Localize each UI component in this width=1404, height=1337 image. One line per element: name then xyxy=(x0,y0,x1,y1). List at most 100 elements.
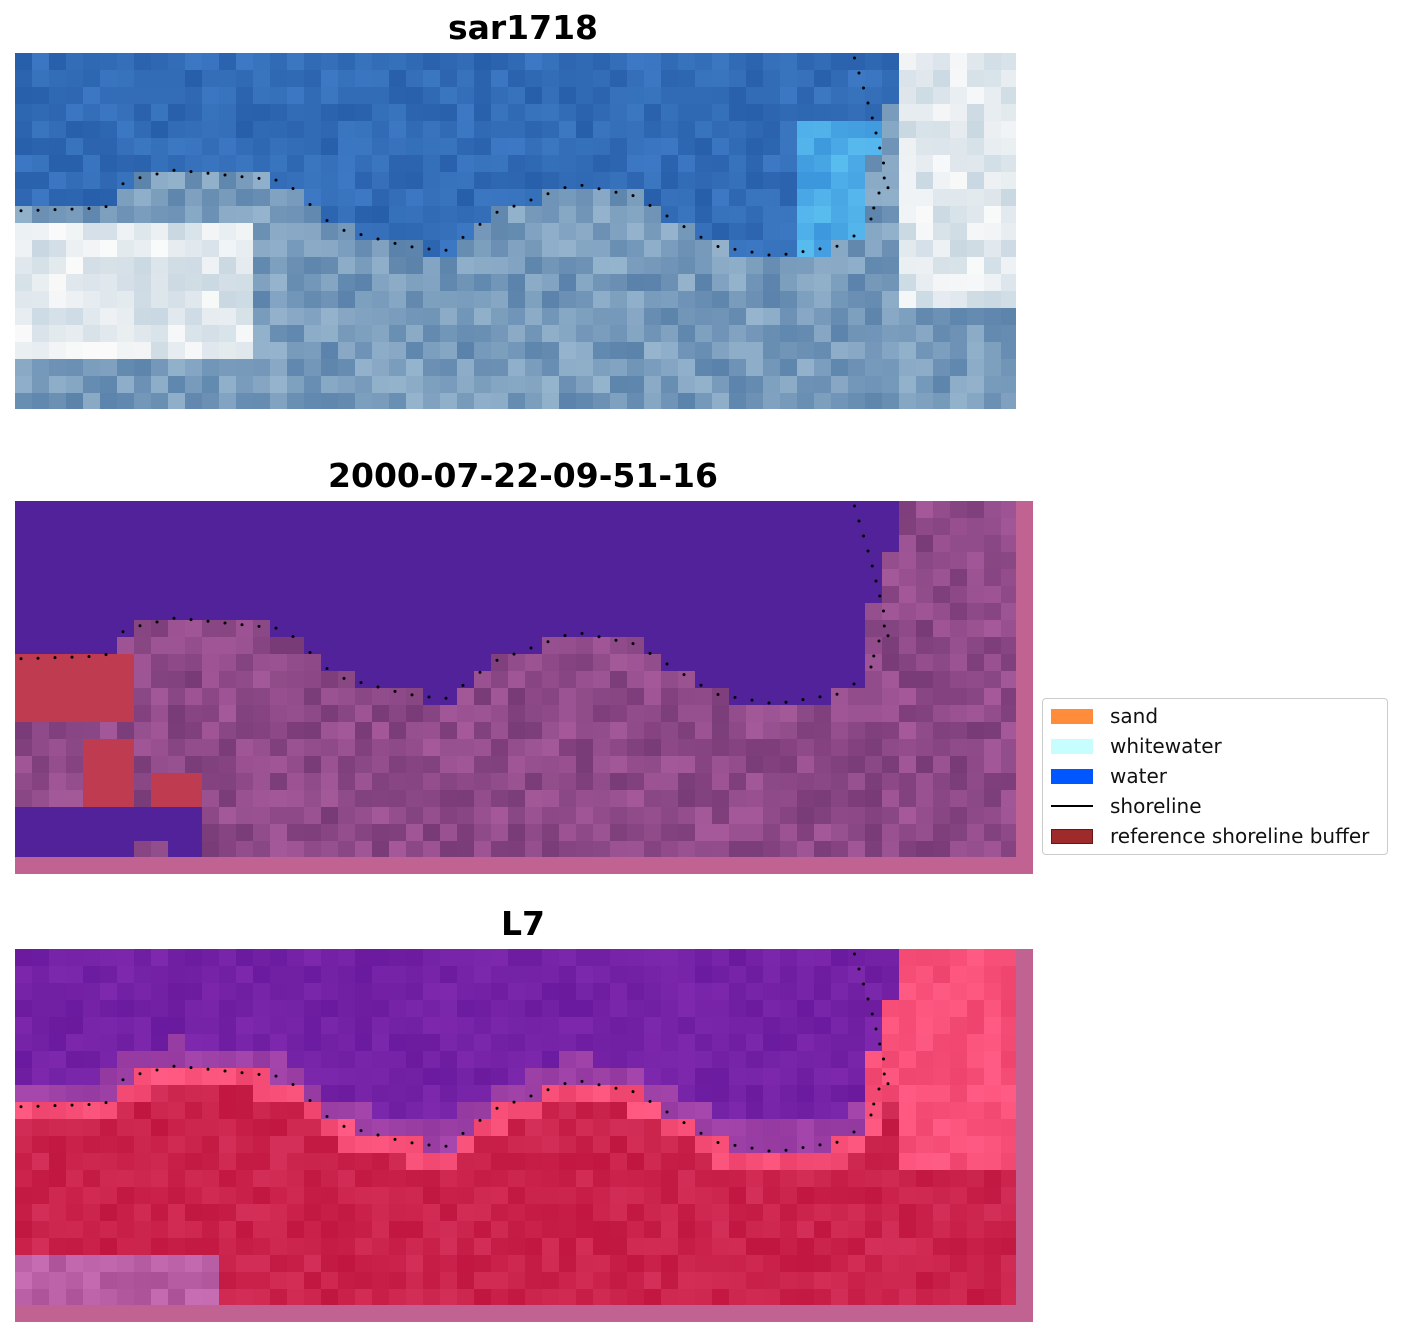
shoreline-dot xyxy=(682,673,686,677)
shoreline-dot xyxy=(19,209,23,213)
legend-label: whitewater xyxy=(1110,734,1222,758)
shoreline-dot xyxy=(155,620,159,624)
shoreline-dot xyxy=(359,1129,363,1133)
shoreline-dot xyxy=(70,207,74,211)
shoreline-dot xyxy=(862,982,865,986)
shoreline-dot xyxy=(866,549,870,553)
shoreline-dot xyxy=(274,1074,278,1078)
shoreline-dot xyxy=(427,695,431,699)
shoreline-dot xyxy=(882,1057,885,1061)
shoreline-dot xyxy=(878,594,882,598)
shoreline-dot xyxy=(138,176,142,180)
shoreline-dot xyxy=(767,1149,771,1153)
shoreline-dot xyxy=(121,630,125,634)
shoreline-dot xyxy=(682,225,686,229)
shoreline-dot xyxy=(631,642,635,646)
shoreline-dot xyxy=(886,1082,890,1086)
legend-label: shoreline xyxy=(1110,794,1202,818)
shoreline-dot xyxy=(857,519,861,523)
shoreline-dot xyxy=(240,175,244,179)
shoreline-dot xyxy=(546,1088,550,1092)
shoreline-dot xyxy=(529,646,533,650)
shoreline-dot xyxy=(155,172,159,176)
shoreline-dot xyxy=(597,187,601,191)
shoreline-dot xyxy=(104,205,108,209)
shoreline-dot xyxy=(529,1094,533,1098)
shoreline-dot xyxy=(648,651,652,655)
shoreline-dot xyxy=(512,204,516,208)
shoreline-dot xyxy=(870,116,874,120)
shoreline-dot xyxy=(240,623,244,627)
panel-bottom-margin xyxy=(15,857,1033,874)
legend-label: sand xyxy=(1110,704,1159,728)
shoreline-dot xyxy=(376,1133,380,1137)
shoreline-dot xyxy=(870,1012,874,1016)
shoreline-dot xyxy=(852,682,856,686)
shoreline-dot xyxy=(274,178,278,182)
shoreline-dot xyxy=(563,186,567,190)
shoreline-dot xyxy=(36,656,40,660)
shoreline-dot xyxy=(853,56,856,60)
shoreline-dot xyxy=(359,681,363,685)
shoreline-dot xyxy=(427,1143,431,1147)
shoreline-dot xyxy=(53,656,57,660)
legend-item-water: water xyxy=(1051,764,1167,788)
shoreline-dot xyxy=(862,534,865,538)
shoreline-dot xyxy=(223,1069,227,1073)
shoreline-dot xyxy=(877,1087,881,1091)
shoreline-dot xyxy=(699,683,703,687)
shoreline-dot xyxy=(597,1083,601,1087)
shoreline-dot xyxy=(835,1140,839,1144)
shoreline-dot xyxy=(393,1137,397,1141)
shoreline-dot xyxy=(563,634,567,638)
shoreline-dot xyxy=(866,997,870,1001)
shoreline-dot xyxy=(852,234,856,238)
shoreline-dot xyxy=(870,564,874,568)
shoreline-dot xyxy=(750,698,754,702)
shoreline-dot xyxy=(87,1103,91,1107)
shoreline-dot xyxy=(478,222,482,226)
shoreline-dot xyxy=(877,639,881,643)
shoreline-dot xyxy=(53,1104,57,1108)
shoreline-dot xyxy=(291,1083,295,1087)
shoreline-dot xyxy=(359,233,363,237)
shoreline-dot xyxy=(121,182,125,186)
shoreline-dot xyxy=(189,618,193,622)
shoreline-dot xyxy=(172,1064,176,1068)
shoreline-dot xyxy=(869,217,873,221)
shoreline-dot xyxy=(767,701,771,705)
shoreline-dot xyxy=(206,619,210,623)
shoreline-dot xyxy=(308,203,312,206)
shoreline-dot xyxy=(342,1124,346,1128)
shoreline-dot xyxy=(461,1131,465,1135)
shoreline-dot xyxy=(206,171,210,175)
shoreline-dot xyxy=(138,1072,142,1076)
panel-right-margin xyxy=(1016,501,1033,874)
shoreline-dot xyxy=(104,1101,108,1105)
shoreline-dot xyxy=(393,241,397,245)
shoreline-dot xyxy=(648,1099,652,1103)
shoreline-dot xyxy=(257,1072,261,1076)
shoreline-dot xyxy=(223,621,227,625)
shoreline-dot xyxy=(291,187,295,191)
shoreline-dot xyxy=(874,579,878,583)
shoreline-dot xyxy=(138,624,142,628)
shoreline-dot xyxy=(872,1102,876,1106)
shoreline-dot xyxy=(835,692,839,696)
shoreline-dot xyxy=(857,71,861,75)
legend-item-whitewater: whitewater xyxy=(1051,734,1222,758)
sand-swatch xyxy=(1051,708,1093,724)
shoreline-dot xyxy=(716,693,720,696)
shoreline-dot xyxy=(784,252,788,256)
shoreline-dot xyxy=(70,655,74,659)
shoreline-dot xyxy=(750,1146,754,1150)
shoreline-dot xyxy=(801,1146,805,1150)
shoreline-dot xyxy=(427,247,431,251)
shoreline-dot xyxy=(716,1141,720,1144)
shoreline-dot xyxy=(733,695,737,699)
shoreline-dot xyxy=(886,634,890,638)
shoreline-dot xyxy=(699,1131,703,1135)
shoreline-dot xyxy=(801,698,805,702)
shoreline-dot xyxy=(631,194,635,198)
